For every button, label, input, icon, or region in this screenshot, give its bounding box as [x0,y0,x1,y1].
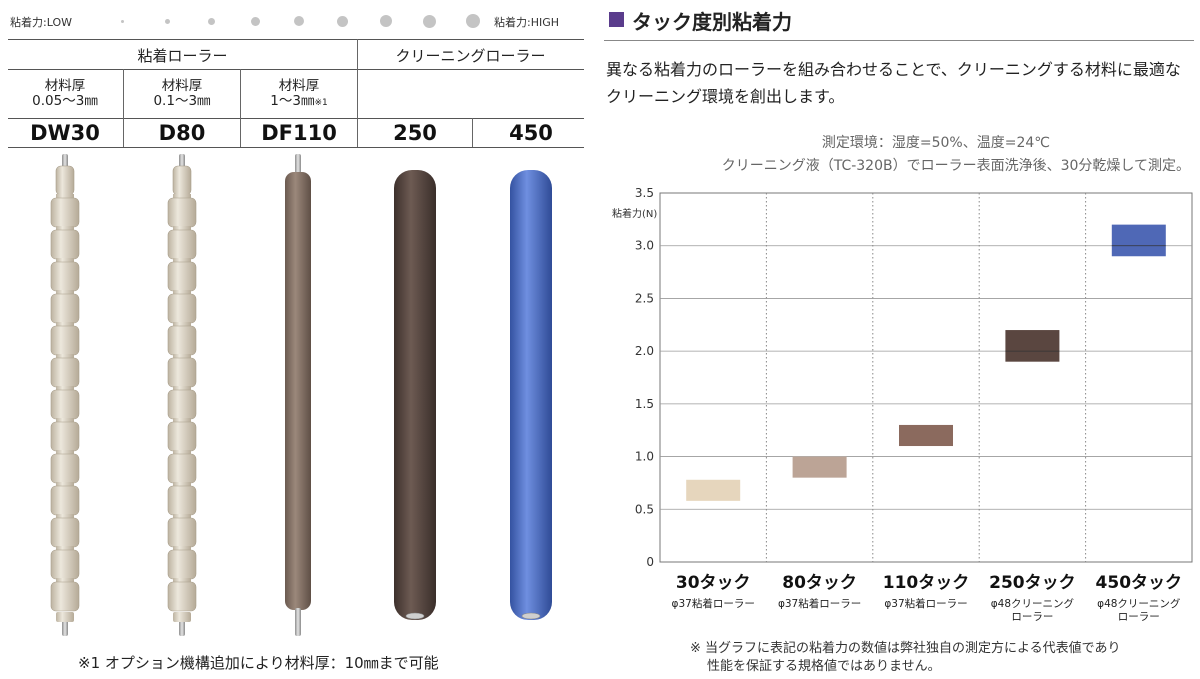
model-450: 450 [509,121,553,145]
roller-df110 [285,154,311,636]
spec-d80: 材料厚 0.1～3㎜ [153,78,211,109]
category-label: 80タック [782,573,857,593]
roller-d80 [167,154,197,636]
measurement-env-line1: 測定環境：湿度=50%、温度=24℃ [821,135,1050,151]
title-square-icon [609,12,624,27]
spec-df110: 材料厚 1～3㎜※1 [270,78,328,109]
material-thickness-footnote: ※1 オプション機構追加により材料厚：10㎜まで可能 [78,654,439,672]
roller-450 [510,170,552,620]
category-label: 450タック [1096,573,1183,593]
category-label: 250タック [989,573,1075,593]
chart-disclaimer-line2: 性能を保証する規格値ではありません。 [707,659,941,674]
y-tick-label: 0.5 [635,502,654,516]
category-label: 30タック [676,573,751,593]
chart-disclaimer-line1: ※ 当グラフに表記の粘着力の数値は弊社独自の測定方による代表値であり [690,641,1121,656]
roller-250 [394,170,436,620]
y-tick-label: 2.0 [635,344,654,358]
plot-area [659,192,1193,563]
range-bar-3 [1005,330,1060,362]
category-sublabel: φ48クリーニング [991,597,1075,610]
model-d80: D80 [158,121,206,145]
category-label: 110タック [883,573,970,593]
rollers-illustration [50,154,552,636]
model-df110: DF110 [261,121,337,145]
category-sublabel: φ37粘着ローラー [884,597,967,610]
model-250: 250 [393,121,437,145]
range-bar-1 [792,456,847,478]
group-header-cleaning: クリーニングローラー [395,47,546,65]
category-sublabel: φ48クリーニング [1097,597,1181,610]
category-sublabel: ローラー [1118,611,1160,623]
y-tick-label: 0 [646,555,654,569]
spec-dw30: 材料厚 0.05～3㎜ [32,78,98,109]
range-bar-2 [899,424,953,447]
scale-low-label: 粘着力:LOW [10,16,72,29]
y-tick-label: 2.5 [635,291,654,305]
y-tick-label: 3.5 [635,186,654,200]
y-tick-label: 1.0 [635,450,654,464]
section-title: タック度別粘着力 [632,10,792,34]
group-header-adhesive: 粘着ローラー [137,47,228,65]
y-axis-label: 粘着力(N) [612,207,657,220]
y-tick-label: 1.5 [635,397,654,411]
model-dw30: DW30 [30,121,100,145]
category-sublabel: φ37粘着ローラー [778,597,861,610]
measurement-env-line2: クリーニング液（TC-320B）でローラー表面洗浄後、30分乾燥して測定。 [721,158,1190,174]
scale-high-label: 粘着力:HIGH [494,16,560,29]
y-tick-label: 3.0 [635,239,654,253]
range-bar-4 [1111,224,1166,257]
adhesion-scale-dots [0,0,600,40]
category-sublabel: φ37粘着ローラー [672,597,755,610]
roller-dw30 [50,154,80,636]
category-sublabel: ローラー [1011,611,1053,623]
tack-adhesion-chart: 0 0.5 1.0 1.5 2.0 2.5 3.0 3.5 粘着力(N) 30タック φ37粘着ロー… [612,186,1193,623]
intro-text: 異なる粘着力のローラーを組み合わせることで、クリーニングする材料に最適なクリーニ… [606,60,1181,106]
range-bar-0 [686,479,741,501]
